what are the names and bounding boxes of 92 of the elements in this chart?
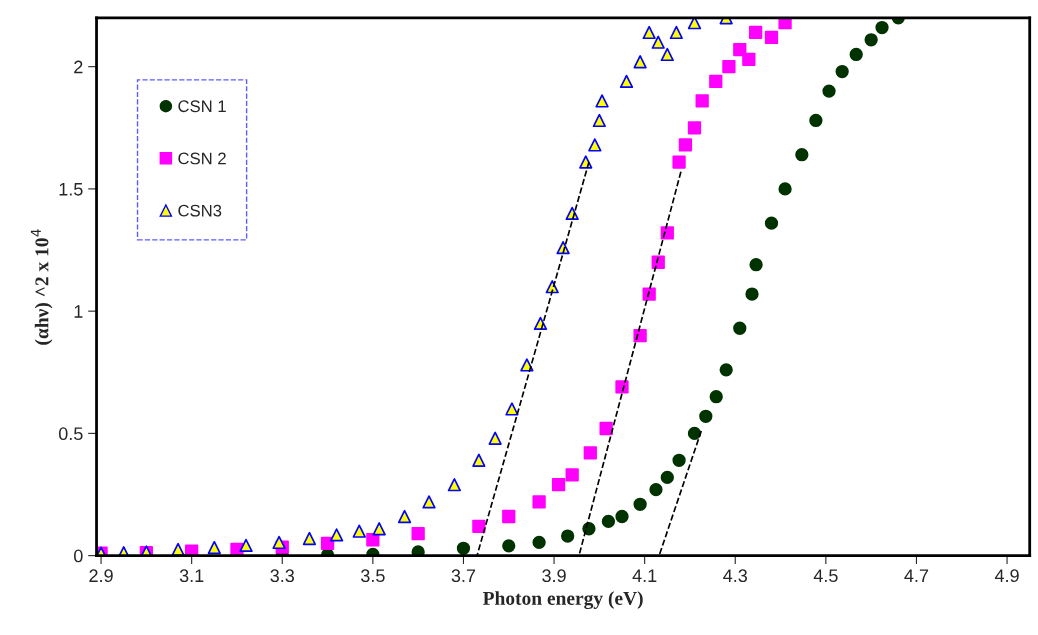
x-tick-label: 3.3 [270, 569, 295, 583]
point [849, 47, 863, 62]
point [733, 321, 747, 335]
point [687, 426, 702, 441]
point [505, 402, 519, 416]
point [601, 514, 616, 529]
point [809, 113, 823, 128]
legend-label: CSN3 [178, 204, 222, 217]
point [748, 25, 763, 40]
point [472, 453, 486, 467]
y-tick-label: 0 [74, 549, 83, 563]
point [651, 35, 665, 49]
point [583, 446, 597, 460]
point [672, 155, 686, 169]
point [329, 528, 344, 542]
point [649, 482, 663, 497]
point [372, 522, 386, 536]
point [592, 113, 606, 128]
point [778, 17, 792, 30]
x-tick-label: 3.5 [361, 569, 385, 583]
point [709, 74, 723, 88]
point [352, 524, 366, 538]
point [672, 453, 686, 467]
point [532, 495, 546, 509]
point [742, 52, 756, 66]
point [722, 60, 736, 74]
point [565, 468, 579, 482]
point [560, 529, 575, 543]
x-tick-label: 4.9 [994, 569, 1019, 583]
point [633, 328, 647, 343]
point [447, 478, 462, 492]
legend-label: CSN 2 [178, 152, 226, 165]
point [745, 287, 759, 301]
point [599, 421, 613, 436]
point [207, 540, 221, 555]
point [660, 47, 674, 62]
point [778, 182, 792, 196]
y-tick-label: 1 [74, 305, 83, 318]
point [532, 535, 546, 550]
point [835, 64, 849, 79]
y-tick-label: 2 [74, 60, 83, 74]
x-axis-title: Photon energy (eV) [482, 591, 643, 609]
point [502, 509, 516, 524]
point [588, 138, 602, 152]
point [699, 409, 713, 423]
x-tick-label: 3.9 [542, 569, 566, 583]
x-tick-label: 3.7 [451, 569, 476, 583]
point [642, 25, 656, 40]
point [687, 17, 702, 30]
point [502, 539, 516, 553]
point [633, 55, 647, 69]
x-tick-label: 2.9 [89, 569, 113, 583]
point [719, 363, 733, 377]
point [795, 148, 809, 162]
point [411, 526, 425, 541]
point [695, 94, 709, 108]
point [366, 533, 380, 547]
point [749, 258, 763, 272]
point [764, 30, 779, 44]
point [472, 519, 486, 533]
point [619, 74, 634, 88]
point [660, 470, 674, 485]
point [875, 20, 889, 35]
x-tick-label: 4.5 [813, 569, 838, 583]
point [764, 216, 779, 230]
point [302, 531, 317, 546]
point [822, 84, 836, 98]
x-tick-label: 4.1 [632, 569, 657, 582]
point [456, 541, 471, 555]
legend-label: CSN 1 [178, 100, 226, 113]
point [615, 509, 629, 524]
y-axis-title: (αhν) ^2 x 10$^{4}$ [30, 229, 53, 345]
point [397, 509, 412, 524]
point [422, 495, 436, 509]
point [709, 390, 723, 404]
x-tick-label: 4.7 [904, 569, 929, 582]
point [678, 138, 693, 152]
point [864, 33, 878, 47]
point [687, 121, 702, 135]
point [633, 497, 647, 511]
point [488, 431, 502, 445]
point [595, 94, 609, 108]
x-tick-label: 4.3 [723, 569, 748, 583]
point [642, 287, 656, 301]
y-tick-label: 0.5 [58, 427, 83, 441]
y-tick-label: 1.5 [59, 183, 83, 196]
point [733, 42, 747, 57]
x-tick-label: 3.1 [179, 569, 204, 583]
point [551, 478, 566, 492]
point [239, 538, 253, 553]
point [272, 535, 286, 550]
point [669, 25, 684, 40]
